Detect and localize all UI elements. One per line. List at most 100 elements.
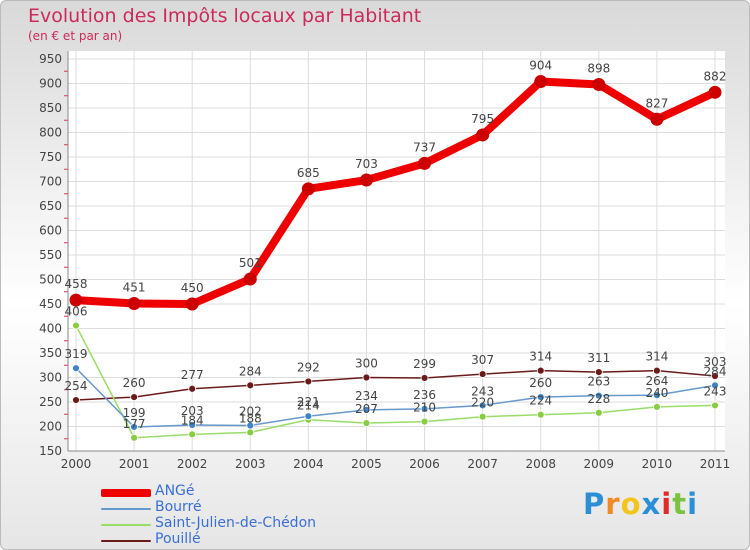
legend-label-saint-julien: Saint-Julien-de-Chédon [155, 515, 317, 531]
data-label-ange: 685 [297, 166, 320, 180]
data-label-pouille: 260 [123, 376, 146, 390]
data-label-ange: 737 [413, 140, 436, 154]
x-tick-label: 2002 [177, 457, 208, 471]
data-label-pouille: 254 [65, 379, 88, 393]
chart-subtitle: (en € et par an) [28, 29, 123, 43]
data-label-ange: 882 [704, 69, 727, 83]
data-point-pouille [72, 396, 80, 404]
data-label-ange: 904 [529, 59, 552, 73]
data-point-saint-julien [478, 412, 487, 421]
data-label-saint-julien: 210 [413, 401, 436, 415]
data-label-saint-julien: 214 [297, 399, 320, 413]
data-label-bourre: 234 [355, 389, 378, 403]
data-label-bourre: 203 [181, 404, 204, 418]
data-point-pouille [362, 373, 371, 382]
data-point-pouille [711, 372, 719, 380]
logo-letter: t [672, 487, 688, 521]
y-tick-label: 300 [39, 371, 62, 385]
data-label-saint-julien: 240 [645, 386, 668, 400]
logo-letter: r [605, 487, 621, 521]
data-point-pouille [188, 384, 197, 393]
data-label-bourre: 202 [239, 405, 262, 419]
data-point-ange [650, 112, 664, 126]
data-point-bourre [420, 404, 429, 413]
y-tick-label: 900 [39, 77, 62, 91]
data-label-saint-julien: 406 [65, 305, 88, 319]
x-tick-label: 2007 [467, 457, 498, 471]
data-point-saint-julien [594, 408, 603, 417]
data-point-saint-julien [246, 428, 255, 437]
data-point-pouille [594, 368, 603, 377]
x-tick-label: 2004 [293, 457, 324, 471]
series-line-bourre [75, 367, 716, 428]
legend-swatch-pouille [101, 540, 151, 542]
plot-area [68, 51, 725, 451]
data-label-pouille: 303 [704, 355, 727, 369]
data-point-pouille [536, 366, 545, 375]
y-tick-label: 700 [39, 175, 62, 189]
data-point-pouille [653, 366, 661, 375]
data-label-ange: 450 [181, 281, 204, 295]
logo-letter: P [583, 487, 606, 521]
data-label-pouille: 292 [297, 360, 320, 374]
y-tick-label: 600 [39, 224, 62, 238]
data-point-ange [185, 297, 199, 311]
data-point-bourre [188, 421, 197, 429]
y-tick-label: 250 [39, 395, 62, 409]
legend-label-ange: ANGé [155, 483, 195, 499]
y-tick-label: 950 [39, 52, 62, 66]
x-tick-label: 2009 [584, 457, 615, 471]
data-label-ange: 827 [645, 96, 668, 110]
data-label-saint-julien: 224 [529, 394, 552, 408]
data-point-saint-julien [188, 430, 197, 439]
data-point-bourre [478, 401, 487, 410]
data-point-pouille [304, 377, 313, 386]
data-point-saint-julien [72, 321, 80, 330]
data-point-saint-julien [362, 419, 371, 427]
logo-letter: o [620, 487, 642, 521]
data-label-pouille: 299 [413, 357, 436, 371]
logo-letter: i [687, 487, 699, 521]
data-label-bourre: 284 [704, 364, 727, 378]
logo-letter: x [641, 487, 662, 521]
data-label-saint-julien: 228 [587, 392, 610, 406]
y-tick-label: 200 [39, 420, 62, 434]
data-point-pouille [246, 381, 255, 390]
data-point-bourre [594, 391, 603, 400]
data-point-ange [243, 272, 257, 286]
data-label-ange: 703 [355, 157, 378, 171]
y-tick-label: 650 [39, 199, 62, 213]
data-label-pouille: 314 [529, 350, 552, 364]
data-point-ange [476, 128, 490, 142]
series-line-saint-julien [75, 324, 716, 439]
data-label-bourre: 263 [587, 375, 610, 389]
x-tick-label: 2008 [525, 457, 556, 471]
data-label-bourre: 199 [123, 406, 146, 420]
y-tick-label: 500 [39, 273, 62, 287]
data-label-ange: 795 [471, 112, 494, 126]
data-point-bourre [536, 393, 545, 402]
data-point-ange [301, 182, 315, 196]
legend-label-bourre: Bourré [155, 499, 202, 515]
data-point-pouille [130, 393, 138, 402]
series-line-ange [72, 77, 719, 308]
data-label-bourre: 260 [529, 376, 552, 390]
data-point-bourre [362, 405, 371, 414]
x-tick-label: 2011 [700, 457, 731, 471]
data-label-bourre: 319 [65, 347, 88, 361]
data-label-saint-julien: 243 [704, 384, 727, 398]
data-point-saint-julien [130, 433, 138, 442]
data-label-pouille: 300 [355, 357, 378, 371]
y-tick-label: 550 [39, 248, 62, 262]
y-tick-label: 750 [39, 150, 62, 164]
data-label-pouille: 314 [645, 350, 668, 364]
x-tick-label: 2010 [642, 457, 673, 471]
data-label-bourre: 221 [297, 395, 320, 409]
x-tick-label: 2005 [351, 457, 382, 471]
data-point-ange [69, 293, 83, 307]
data-point-ange [127, 297, 141, 311]
legend-swatch-saint-julien [101, 524, 151, 526]
data-label-ange: 898 [587, 61, 610, 75]
data-point-ange [592, 77, 606, 91]
